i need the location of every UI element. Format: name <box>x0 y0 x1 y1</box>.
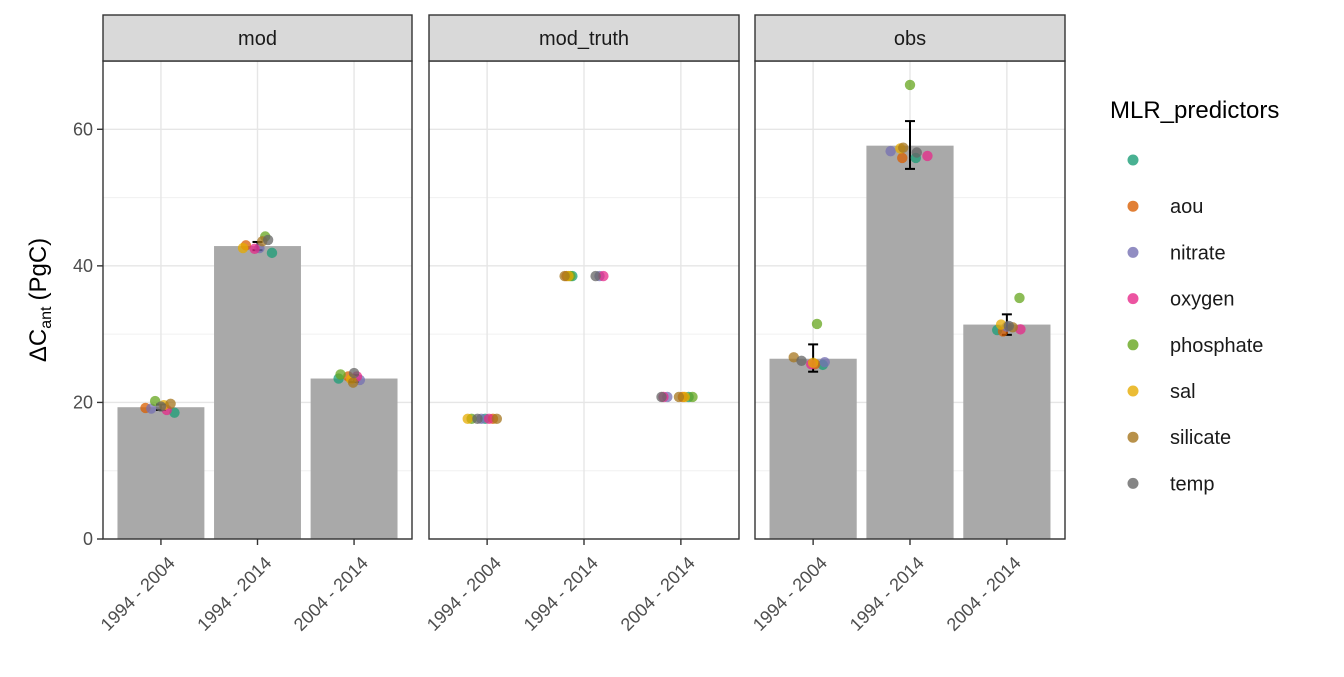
legend-title: MLR_predictors <box>1110 97 1279 124</box>
point-mod-1-oxygen <box>249 243 260 254</box>
legend-label-oxygen: oxygen <box>1170 289 1235 311</box>
y-axis-title-sub: ant <box>38 306 55 329</box>
strip-mod_truth <box>428 14 740 62</box>
point-mod_truth-0-sal <box>462 413 473 425</box>
y-tick-label: 0 <box>83 529 93 549</box>
legend-key-temp <box>1127 477 1139 489</box>
legend-label-phosphate: phosphate <box>1170 335 1263 357</box>
point-mod-1-sal <box>237 242 249 254</box>
bar-obs-1 <box>866 145 954 539</box>
point-mod-0-temp <box>155 401 167 412</box>
point-obs-0-temp <box>796 355 807 366</box>
x-tick-label: 1994 - 2014 <box>846 553 928 635</box>
legend-key-sal <box>1127 385 1139 397</box>
point-mod-1-na <box>266 247 278 259</box>
x-tick-label: 1994 - 2014 <box>193 553 275 635</box>
point-mod_truth-2-phosphate <box>687 391 698 403</box>
point-obs-2-phosphate <box>1014 292 1025 304</box>
legend-key-oxygen <box>1127 293 1139 305</box>
panel-mod: mod 1994 - 2004 1994 - 2014 2004 - 2014 <box>97 14 413 635</box>
point-mod_truth-1-oxygen <box>598 270 609 282</box>
x-tick-label: 2004 - 2014 <box>290 553 372 635</box>
point-mod-1-temp <box>262 234 274 246</box>
point-obs-1-oxygen <box>922 150 933 162</box>
bar-mod-0 <box>117 407 205 539</box>
strip-obs <box>754 14 1066 62</box>
point-obs-1-phosphate <box>904 79 916 91</box>
bar-mod-2 <box>310 378 398 539</box>
bar-obs-0 <box>769 358 857 539</box>
legend-key-phosphate <box>1127 339 1139 351</box>
legend-label-silicate: silicate <box>1170 427 1231 449</box>
point-obs-0-phosphate <box>811 318 823 330</box>
y-tick-label: 40 <box>73 256 93 276</box>
point-obs-2-temp <box>1003 320 1015 332</box>
strip-label-mod: mod <box>238 28 277 50</box>
x-tick-label: 1994 - 2004 <box>423 553 505 635</box>
legend-label-sal: sal <box>1170 381 1196 403</box>
x-tick-label: 2004 - 2014 <box>617 553 699 635</box>
point-mod-2-phosphate <box>335 369 346 380</box>
legend-key-aou <box>1127 200 1139 212</box>
point-obs-1-temp <box>911 147 922 158</box>
point-mod-2-temp <box>348 367 360 379</box>
legend-key-nitrate <box>1127 246 1139 258</box>
point-mod_truth-1-temp <box>590 270 601 282</box>
point-mod_truth-0-temp <box>472 413 483 425</box>
legend-key-blank <box>1127 154 1139 166</box>
x-tick-label: 2004 - 2014 <box>943 553 1025 635</box>
strip-mod <box>102 14 413 62</box>
strip-label-obs: obs <box>894 28 926 50</box>
bar-mod-1 <box>214 246 301 539</box>
point-mod_truth-0-silicate <box>491 413 503 425</box>
x-tick-label: 1994 - 2004 <box>97 553 179 635</box>
legend-label-nitrate: nitrate <box>1170 242 1226 264</box>
point-obs-1-aou <box>897 152 908 164</box>
strip-label-mod_truth: mod_truth <box>539 28 629 50</box>
point-mod_truth-0-oxygen <box>483 413 495 425</box>
bar-obs-2 <box>963 324 1051 539</box>
panel-mod_truth: mod_truth 1994 - 2004 1994 - 2014 2004 - 20… <box>423 14 740 635</box>
point-mod-2-silicate <box>347 377 359 388</box>
point-obs-2-sal <box>995 319 1007 330</box>
point-obs-0-nitrate <box>819 356 830 368</box>
point-obs-0-silicate <box>788 352 799 363</box>
y-axis-title-main: ΔC <box>25 329 52 362</box>
point-obs-0-sal <box>807 357 819 369</box>
point-mod_truth-2-temp <box>656 391 667 403</box>
legend-key-silicate <box>1127 431 1139 443</box>
y-axis-title-unit: (PgC) <box>25 238 52 301</box>
point-obs-1-nitrate <box>885 145 896 157</box>
point-mod_truth-2-silicate <box>673 391 685 403</box>
panel-obs: obs 1994 - 2004 1994 - 2014 2004 - 2014 <box>749 14 1066 635</box>
y-axis-title: ΔCant (PgC) <box>25 238 55 362</box>
y-tick-label: 60 <box>73 119 93 139</box>
legend-label-temp: temp <box>1170 473 1214 495</box>
x-tick-label: 1994 - 2014 <box>520 553 602 635</box>
point-mod-0-silicate <box>165 398 176 409</box>
legend-label-aou: aou <box>1170 196 1203 218</box>
point-mod_truth-1-silicate <box>559 270 570 282</box>
x-tick-label: 1994 - 2004 <box>749 553 831 635</box>
point-obs-1-silicate <box>898 142 909 153</box>
y-tick-label: 20 <box>73 392 93 412</box>
